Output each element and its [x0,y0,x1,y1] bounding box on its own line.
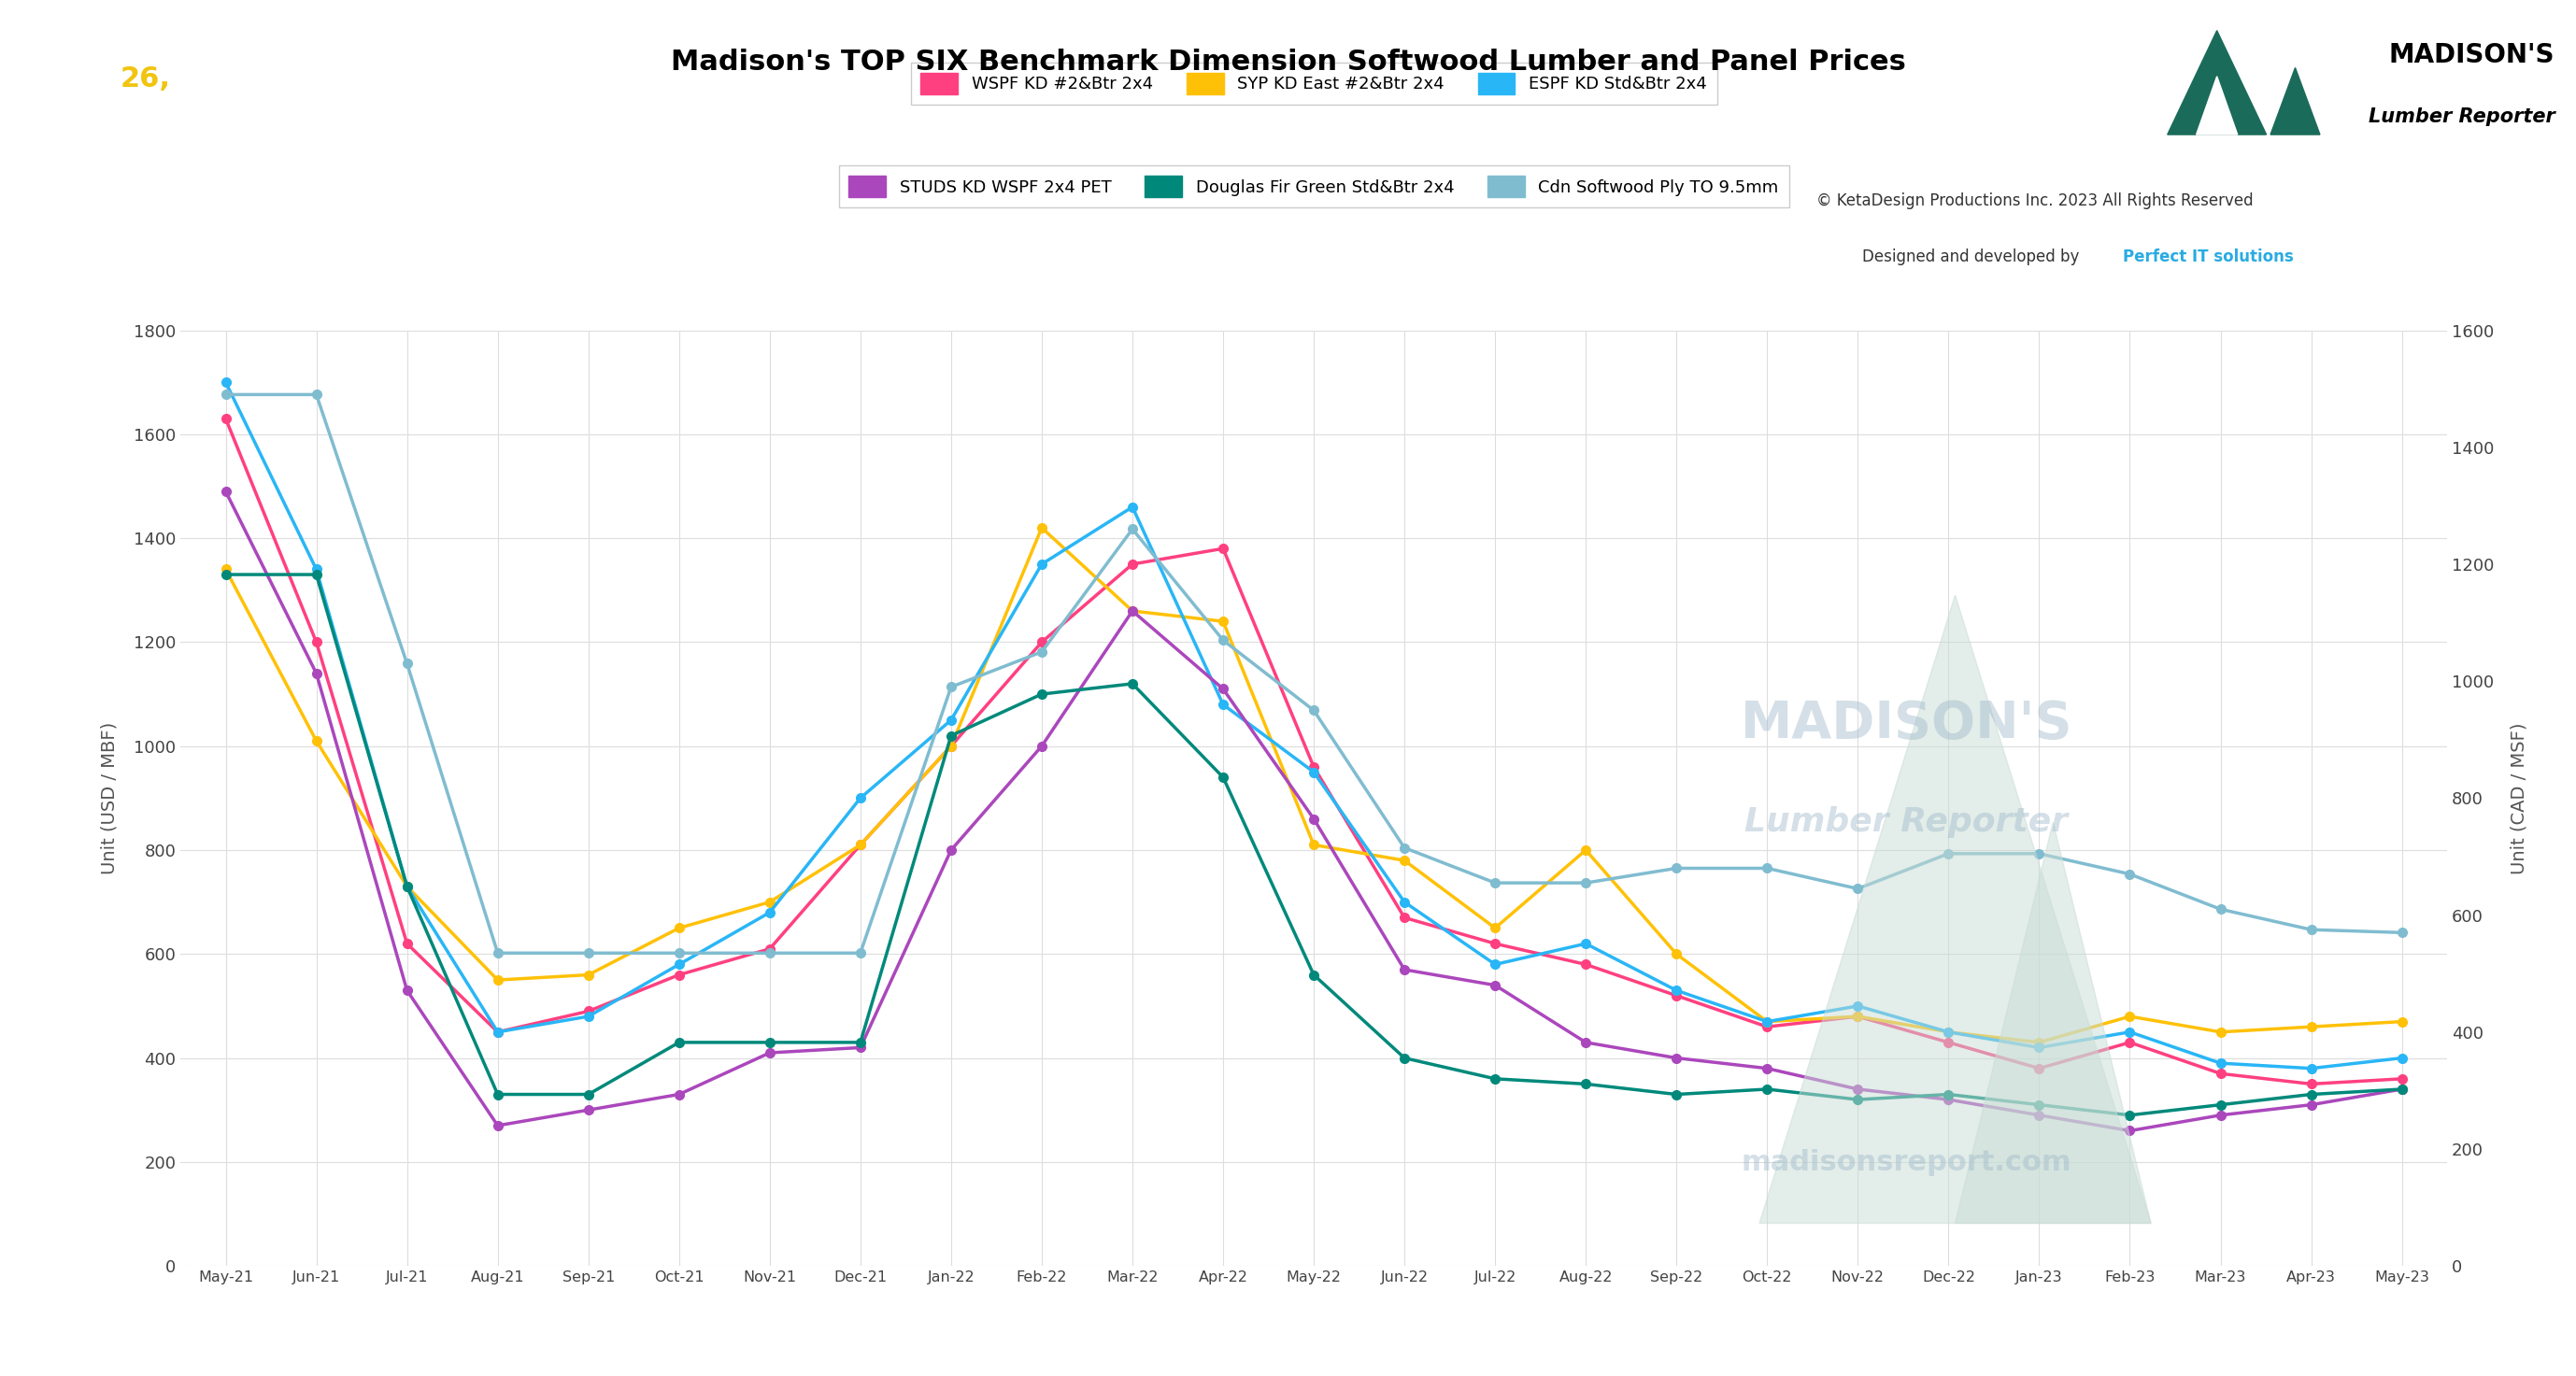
Text: Madison's TOP SIX Benchmark Dimension Softwood Lumber and Panel Prices: Madison's TOP SIX Benchmark Dimension So… [670,48,1906,76]
Polygon shape [2269,67,2321,135]
Polygon shape [1955,821,2151,1223]
Text: 26,: 26, [121,66,170,92]
Text: MADISON'S: MADISON'S [2388,43,2555,69]
Text: 2023: 2023 [178,66,265,92]
Text: © KetaDesign Productions Inc. 2023 All Rights Reserved: © KetaDesign Productions Inc. 2023 All R… [1816,193,2254,209]
Y-axis label: Unit (USD / MBF): Unit (USD / MBF) [100,722,118,874]
Polygon shape [1759,594,2151,1223]
Legend: STUDS KD WSPF 2x4 PET, Douglas Fir Green Std&Btr 2x4, Cdn Softwood Ply TO 9.5mm: STUDS KD WSPF 2x4 PET, Douglas Fir Green… [840,165,1788,208]
Text: Perfect IT solutions: Perfect IT solutions [2123,249,2293,266]
Y-axis label: Unit (CAD / MSF): Unit (CAD / MSF) [2509,722,2527,874]
Polygon shape [2197,77,2239,135]
Text: Lumber Reporter: Lumber Reporter [2367,107,2555,127]
Text: madisonsreport.com: madisonsreport.com [1741,1149,2071,1176]
Text: Lumber Reporter: Lumber Reporter [1744,806,2069,838]
Text: Designed and developed by: Designed and developed by [1862,249,2084,266]
Polygon shape [2166,30,2267,135]
Text: May: May [33,66,108,92]
Text: MADISON'S: MADISON'S [1741,699,2071,749]
